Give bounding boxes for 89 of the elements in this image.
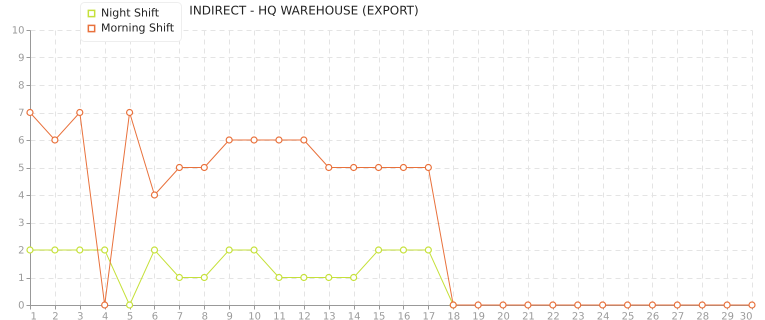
point: [150, 191, 158, 199]
x-tick-label: 7: [176, 312, 184, 320]
point: [300, 136, 308, 144]
point: [474, 301, 482, 309]
x-tick-label: 19: [472, 312, 486, 320]
point: [549, 301, 556, 309]
x-tick-label: 12: [298, 312, 311, 320]
x-tick-label: 2: [52, 312, 59, 320]
x-tick-label: 26: [646, 312, 660, 320]
point: [275, 274, 283, 282]
point: [325, 274, 332, 282]
x-tick-label: 21: [522, 312, 535, 320]
x-tick-label: 27: [671, 312, 684, 320]
point: [524, 301, 532, 309]
x-tick-label: 9: [226, 312, 233, 320]
point: [101, 246, 108, 254]
point: [624, 301, 632, 309]
point: [76, 108, 84, 116]
point: [76, 246, 84, 254]
point: [599, 301, 606, 309]
x-tick-label: 10: [248, 312, 261, 320]
point: [374, 246, 382, 254]
point: [400, 246, 408, 254]
point: [574, 301, 582, 309]
point: [226, 136, 233, 144]
point: [424, 246, 432, 254]
x-tick-label: 6: [152, 312, 158, 320]
point: [300, 274, 308, 282]
point: [226, 246, 233, 254]
x-tick-label: 20: [497, 312, 510, 320]
x-tick-label: 3: [77, 312, 84, 320]
point: [126, 108, 134, 116]
y-tick-label: 3: [18, 218, 24, 229]
point: [51, 136, 58, 144]
x-tick-label: 8: [202, 312, 208, 320]
point: [150, 246, 158, 254]
point: [200, 164, 208, 172]
point: [250, 246, 258, 254]
x-tick-label: 5: [126, 312, 134, 320]
y-tick-label: 7: [18, 108, 24, 119]
point: [400, 164, 408, 172]
point: [724, 301, 731, 309]
y-tick-label: 2: [18, 246, 24, 256]
x-tick-label: 16: [398, 312, 410, 320]
x-tick-label: 13: [322, 312, 336, 320]
point: [424, 164, 432, 172]
point: [499, 301, 507, 309]
point: [101, 301, 108, 309]
y-tick-label: 8: [18, 80, 24, 92]
x-tick-label: 29: [721, 312, 734, 320]
x-tick-label: 28: [696, 312, 710, 320]
y-tick-label: 1: [18, 273, 24, 284]
y-tick-label: 10: [12, 26, 24, 36]
x-tick-label: 18: [447, 312, 460, 320]
x-tick-label: 30: [740, 312, 752, 320]
point: [26, 246, 34, 254]
point: [250, 136, 258, 144]
y-tick-label: 6: [18, 136, 24, 146]
point: [350, 274, 358, 282]
x-tick-label: 11: [273, 312, 286, 320]
point: [648, 301, 656, 309]
x-tick-label: 22: [546, 312, 560, 320]
point: [275, 136, 283, 144]
point: [176, 274, 183, 282]
legend-label: Morning Shift: [101, 22, 175, 34]
x-tick-label: 23: [572, 312, 585, 320]
x-tick-label: 14: [348, 312, 361, 320]
x-tick-label: 15: [372, 312, 386, 320]
y-tick-label: 5: [18, 163, 24, 174]
point: [698, 301, 706, 309]
x-tick-label: 1: [30, 312, 37, 320]
point: [126, 301, 134, 309]
point: [51, 246, 58, 254]
y-tick-label: 0: [18, 300, 24, 312]
x-tick-label: 24: [596, 312, 610, 320]
point: [26, 108, 34, 116]
point: [350, 164, 358, 172]
point: [374, 164, 382, 172]
point: [325, 164, 332, 172]
x-tick-label: 25: [622, 312, 634, 320]
y-tick-label: 9: [18, 53, 24, 64]
point: [176, 164, 183, 172]
point: [200, 274, 208, 282]
x-tick-label: 17: [422, 312, 436, 320]
legend-label: Night Shift: [101, 6, 160, 20]
point: [674, 301, 681, 309]
x-tick-label: 4: [102, 312, 108, 320]
chart-title: INDIRECT - HQ WAREHOUSE (EXPORT): [189, 4, 419, 18]
y-tick-label: 4: [18, 190, 24, 202]
